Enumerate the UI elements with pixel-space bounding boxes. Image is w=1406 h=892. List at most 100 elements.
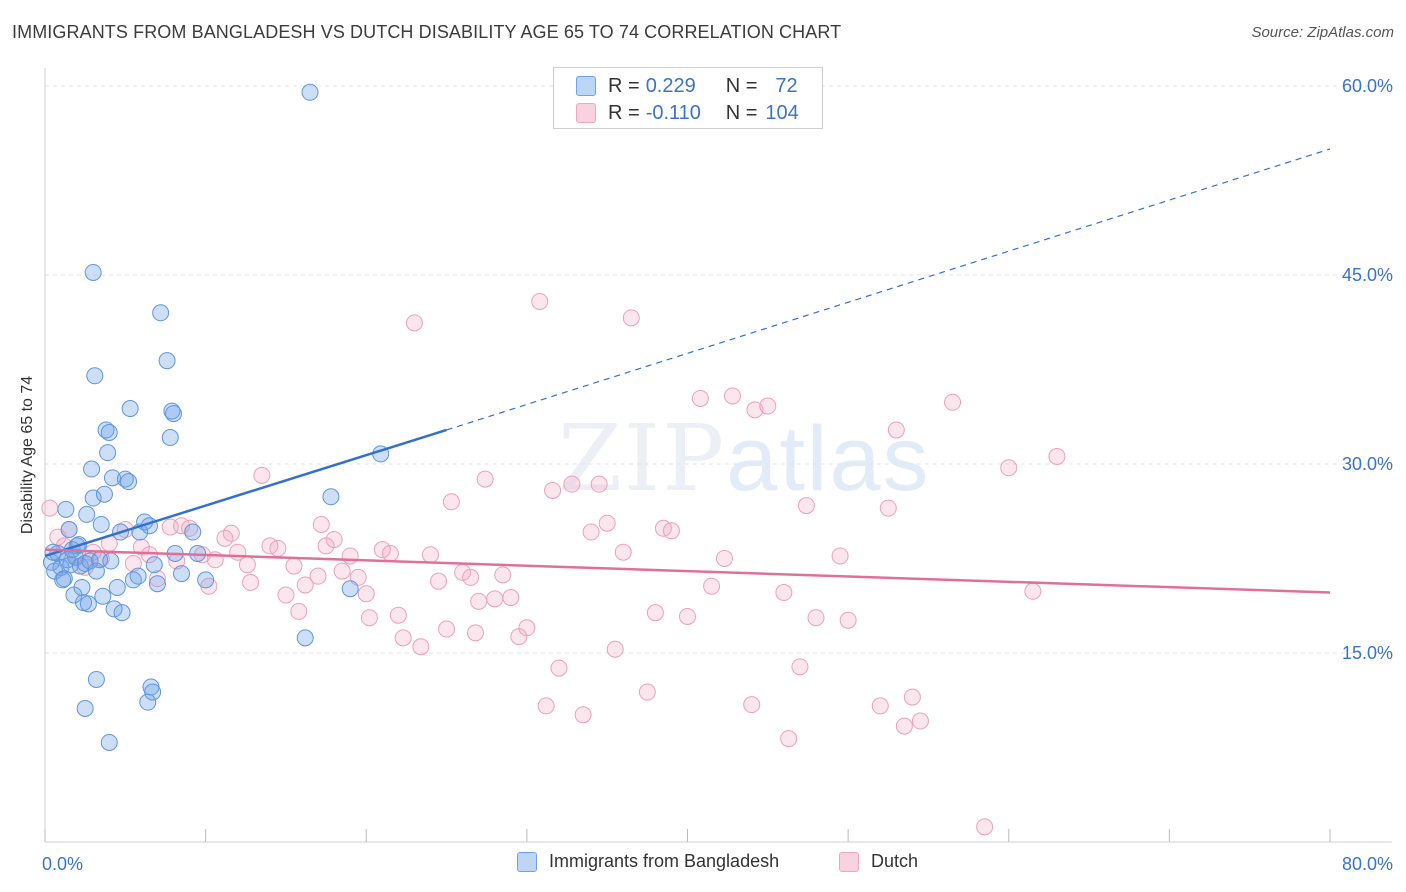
dutch-point [582,523,600,541]
stats-legend-row-bangladesh: R = 0.229 N = 72 [576,73,798,99]
bangladesh-point [87,670,105,688]
bangladesh-point [322,488,340,506]
legend-item-dutch: Dutch [839,851,918,872]
bangladesh-point [100,424,118,441]
dutch-point [394,629,412,647]
dutch-point [703,577,721,595]
bangladesh-point [71,557,89,575]
dutch-point [531,292,549,310]
bangladesh-point [108,578,126,596]
dutch-point [290,602,308,620]
dutch-point [759,397,777,415]
dutch-point [238,556,256,574]
bangladesh-point [95,485,113,503]
dutch-point [285,557,303,575]
dutch-point [537,697,555,715]
dutch-point [1048,447,1066,465]
bangladesh-point [87,562,105,580]
dutch-point [879,499,897,517]
dutch-point [242,573,260,591]
dutch-point [442,493,460,511]
bangladesh-point [341,580,359,598]
dutch-point [422,546,439,564]
y-tick-label: 45.0% [1342,265,1393,285]
bangladesh-point [161,429,179,447]
bangladesh-point [84,263,102,281]
dutch-point [775,584,793,602]
dutch-point [381,544,399,562]
bangladesh-point [92,515,110,533]
dutch-point [606,640,624,658]
bangladesh-point [158,352,176,370]
bangladesh-point [121,400,139,418]
bangladesh-point [97,421,115,439]
r-label: R = [608,101,640,124]
dutch-point [807,609,825,627]
dutch-point [715,550,733,567]
bangladesh-point [113,604,131,622]
dutch-point [638,683,656,701]
series-legend: Immigrants from Bangladesh Dutch [0,851,1406,877]
dutch-point [797,497,815,515]
bangladesh-point [129,567,147,585]
bangladesh-trend-line [44,428,447,558]
dutch-point [691,389,709,407]
dutch-point [622,309,640,327]
legend-swatch-bangladesh [517,851,537,872]
y-tick-label: 15.0% [1342,643,1393,663]
dutch-point [148,570,166,588]
dutch-point [550,659,568,677]
dutch-point [518,619,536,637]
n-label: N = [725,101,758,124]
n-value-bangladesh: 72 [775,74,798,97]
stats-legend: R = 0.229 N = 72 R = -0.110 N = 104 [553,67,823,129]
bangladesh-point [301,83,319,101]
dutch-point [373,541,391,559]
bangladesh-point [103,469,121,487]
dutch-point [1024,582,1042,600]
dutch-point [277,586,295,604]
dutch-point [140,546,158,564]
dutch-point [253,466,271,484]
r-label: R = [608,74,640,97]
bangladesh-point [102,552,120,570]
dutch-point [590,475,608,493]
y-tick-label: 60.0% [1342,76,1393,96]
bangladesh-point [296,629,314,647]
watermark-zip: ZIP [558,405,727,512]
dutch-point [476,470,494,488]
dutch-point [944,393,962,411]
dutch-point [470,592,488,610]
dutch-point [598,514,616,532]
chart-title: IMMIGRANTS FROM BANGLADESH VS DUTCH DISA… [12,22,842,42]
dutch-point [839,611,857,629]
dutch-point [871,697,889,715]
dutch-point [360,609,378,627]
dutch-point [341,547,359,565]
dutch-point [903,688,921,706]
dutch-point [389,606,407,624]
bangladesh-point [54,571,72,589]
y-axis-label: Disability Age 65 to 74 [19,375,36,535]
legend-item-bangladesh: Immigrants from Bangladesh [517,851,779,872]
bangladesh-point [94,587,112,605]
dutch-point [614,543,632,561]
dutch-point [895,717,913,735]
bangladesh-point [78,505,96,523]
dutch-point [743,696,761,714]
bangladesh-point [173,565,191,583]
bangladesh-trend-extension [446,148,1331,431]
dutch-point [312,515,330,533]
dutch-trend-line [44,548,1331,594]
dutch-point [780,730,798,748]
dutch-point [574,706,592,724]
bangladesh-point [105,600,123,618]
bangladesh-point [116,470,134,488]
dutch-point [502,589,520,607]
bangladesh-point [148,575,166,593]
dutch-point [333,562,351,580]
bangladesh-point [76,699,94,717]
dutch-point [976,818,994,836]
stats-legend-row-dutch: R = -0.110 N = 104 [576,100,799,126]
watermark-atlas: atlas [726,408,931,510]
